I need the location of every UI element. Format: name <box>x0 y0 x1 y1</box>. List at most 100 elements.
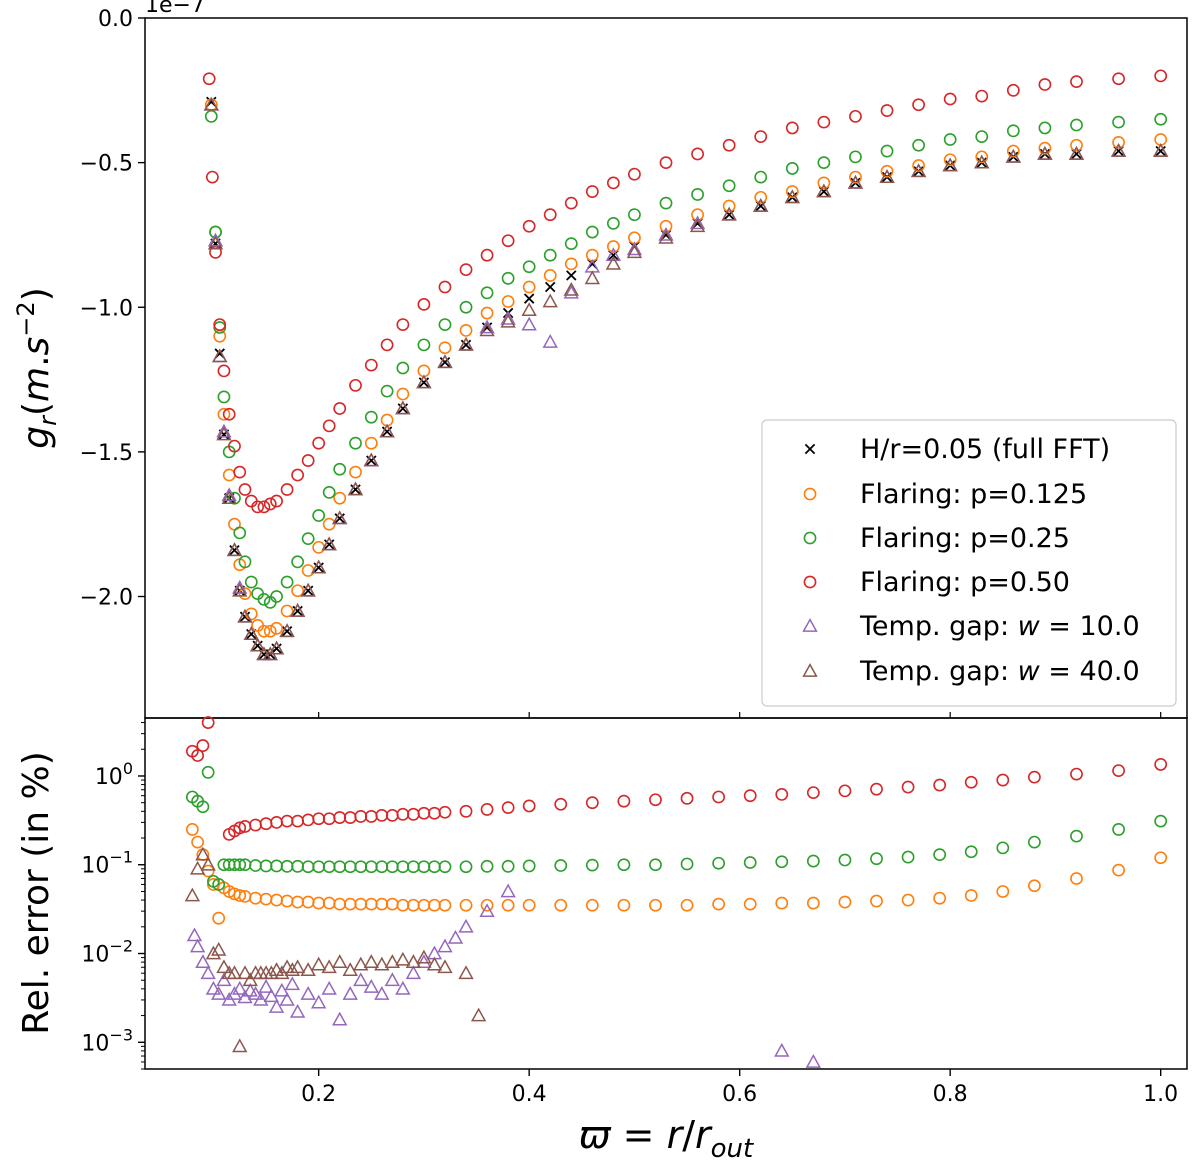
bottom-point-p025 <box>838 853 852 867</box>
bottom-point-p025 <box>333 860 347 874</box>
top-point-p025 <box>480 286 494 300</box>
top-point-p025 <box>233 526 247 540</box>
bottom-point-p050 <box>196 739 210 752</box>
bottom-point-p025 <box>364 860 378 874</box>
bottom-point-p0125 <box>712 897 726 911</box>
top-point-p050 <box>251 500 265 514</box>
top-point-p025 <box>1070 118 1083 132</box>
top-point-p0125 <box>880 164 894 178</box>
bottom-point-w40 <box>189 860 206 875</box>
top-point-p025 <box>606 216 620 230</box>
top-point-full <box>302 585 314 596</box>
bottom-point-p025 <box>270 859 283 873</box>
bottom-point-p025 <box>249 859 262 872</box>
top-point-p050 <box>754 130 768 143</box>
top-point-p025 <box>459 300 473 314</box>
bottom-point-p050 <box>585 796 599 810</box>
x-axis-label: ϖ = r/rout <box>579 1113 754 1160</box>
bottom-point-p025 <box>312 860 326 874</box>
top-point-w10 <box>689 215 706 230</box>
top-point-p025 <box>244 575 258 589</box>
bottom-point-w40 <box>237 965 253 980</box>
top-point-full <box>334 513 345 524</box>
bottom-point-w40 <box>426 956 443 971</box>
top-point-full <box>246 628 257 640</box>
bottom-point-w40 <box>374 956 390 971</box>
bottom-point-w10 <box>284 976 301 991</box>
bottom-point-p025 <box>375 860 389 874</box>
top-point-p0125 <box>280 604 294 618</box>
legend: H/r=0.05 (full FFT) Flaring: p=0.125 Fla… <box>761 419 1177 707</box>
top-point-p0125 <box>522 280 536 294</box>
top-point-w40 <box>321 536 337 551</box>
ylabel-open: ( <box>16 402 57 416</box>
bottom-point-w10 <box>279 991 295 1006</box>
bottom-point-p0125 <box>806 896 820 910</box>
top-point-w40 <box>479 322 495 337</box>
bottom-point-p025 <box>775 855 789 869</box>
top-point-p050 <box>659 156 673 170</box>
bottom-point-p0125 <box>1070 872 1083 885</box>
top-point-p025 <box>912 138 926 152</box>
bottom-point-p0125 <box>870 894 883 908</box>
top-point-p0125 <box>270 621 283 635</box>
top-point-p025 <box>564 237 578 251</box>
bottom-point-w10 <box>437 938 453 953</box>
top-point-p050 <box>222 407 236 421</box>
ylabel-unit1: m <box>16 367 57 402</box>
legend-markers <box>802 443 818 677</box>
top-point-w40 <box>847 174 864 189</box>
bottom-point-p0125 <box>1154 851 1168 865</box>
top-point-full <box>439 356 451 368</box>
bottom-point-p0125 <box>301 895 315 909</box>
bottom-point-p0125 <box>406 898 420 912</box>
top-point-w40 <box>721 206 737 221</box>
bottom-point-p0125 <box>933 891 947 905</box>
bottom-point-w40 <box>384 954 401 968</box>
bottom-point-w40 <box>289 959 306 974</box>
ylabel-var: g <box>16 426 57 449</box>
bottom-point-w40 <box>470 1007 487 1022</box>
bottom-point-w10 <box>300 986 316 1000</box>
bottom-point-w40 <box>416 949 432 964</box>
x-tick-label: 0.6 <box>722 1082 757 1107</box>
top-point-p0125 <box>438 341 452 355</box>
top-point-p0125 <box>480 306 494 320</box>
top-point-p050 <box>501 234 515 248</box>
bottom-point-p025 <box>1154 814 1168 828</box>
top-point-p025 <box>659 196 673 210</box>
top-point-p025 <box>438 318 452 332</box>
bottom-point-p050 <box>712 790 726 804</box>
top-point-w40 <box>310 559 327 574</box>
bottom-point-p0125 <box>364 897 378 911</box>
top-point-p025 <box>322 485 336 499</box>
bottom-point-w10 <box>774 1042 790 1057</box>
bottom-point-w40 <box>437 959 453 974</box>
bottom-y-tick-label: 10−2 <box>81 937 133 968</box>
bottom-point-p0125 <box>649 898 662 912</box>
top-point-p050 <box>975 89 989 103</box>
top-point-w40 <box>658 229 674 244</box>
bottom-point-w10 <box>253 991 269 1006</box>
top-point-p050 <box>438 280 452 294</box>
top-point-p050 <box>322 419 336 433</box>
bottom-point-w40 <box>363 954 379 968</box>
top-point-p0125 <box>1006 144 1020 158</box>
top-point-p0125 <box>217 407 231 421</box>
bottom-point-p025 <box>301 860 315 874</box>
bottom-point-p050 <box>312 812 326 826</box>
top-point-p025 <box>880 144 894 158</box>
top-point-p050 <box>480 248 494 262</box>
bottom-point-p050 <box>428 806 441 820</box>
top-point-p025 <box>849 150 862 164</box>
top-point-w40 <box>753 198 769 212</box>
top-point-full <box>271 643 282 654</box>
bottom-point-w10 <box>416 954 432 968</box>
bottom-point-p050 <box>480 803 494 816</box>
bottom-point-w40 <box>321 959 337 974</box>
bottom-point-p025 <box>1027 835 1041 849</box>
bottom-point-w40 <box>232 1038 248 1053</box>
bottom-point-w40 <box>184 887 201 902</box>
top-point-w10 <box>605 247 622 262</box>
bottom-point-p025 <box>554 859 568 872</box>
